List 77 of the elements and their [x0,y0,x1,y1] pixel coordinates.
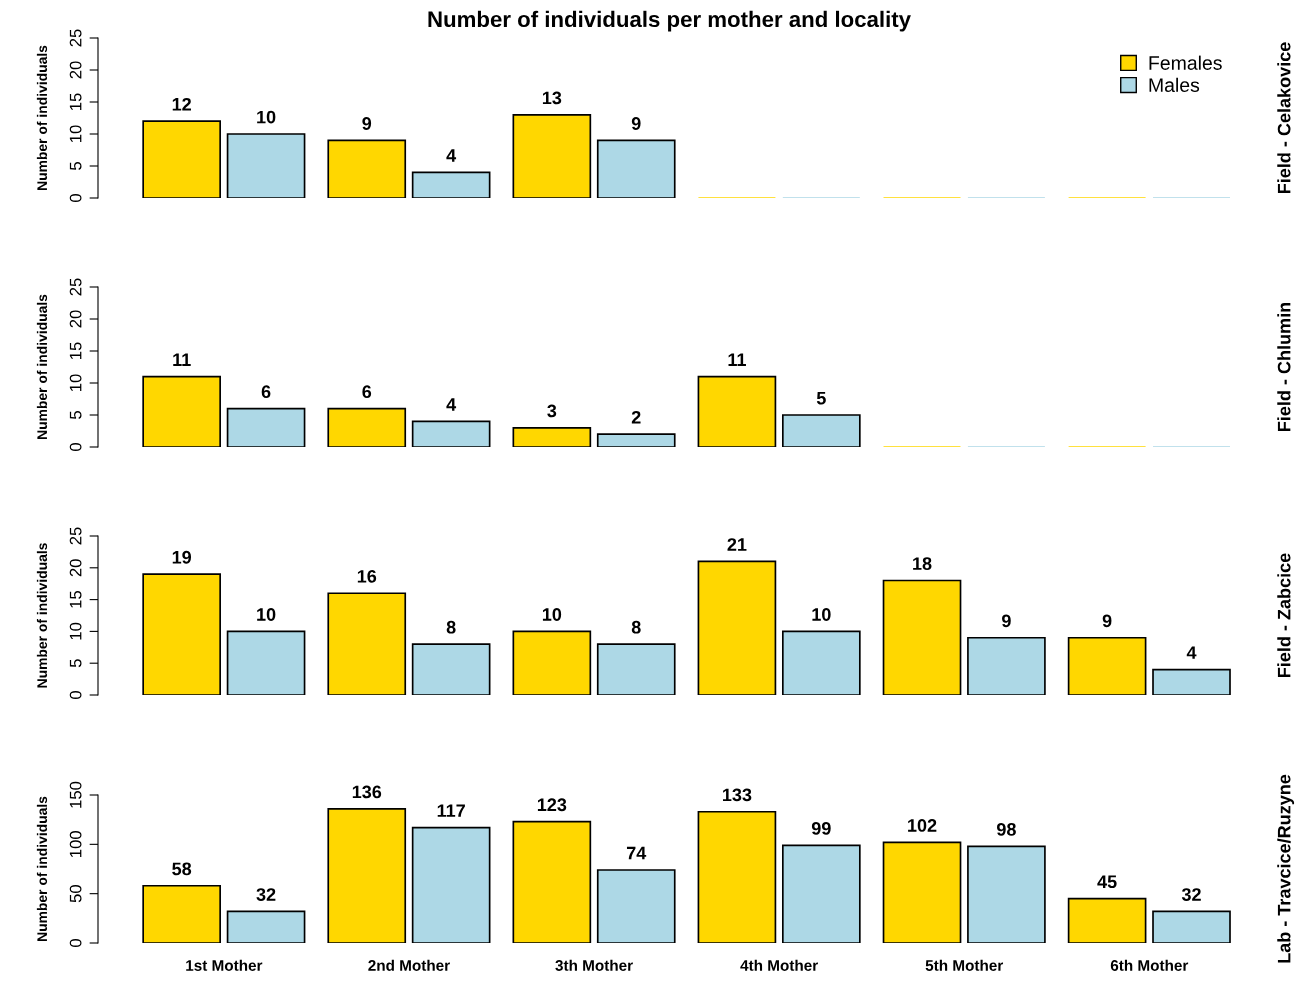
y-tick-label: 15 [69,591,82,608]
y-tick-label: 25 [69,29,82,47]
y-tick-label: 5 [69,659,82,668]
data-label: 74 [626,846,647,860]
y-tick-label: 100 [69,831,82,857]
data-label: 6 [261,385,271,399]
y2-axis-title: Field - Celakovice [1277,42,1291,194]
y-tick-label: 150 [69,781,82,808]
y-axis-title: Number of individuals [36,543,48,688]
data-label: 3 [547,404,557,418]
data-label: 4 [446,149,457,162]
legend-label: Males [1149,77,1200,92]
y2-axis-title: Field - Zabcice [1277,553,1291,677]
y-tick-label: 20 [69,61,82,79]
data-label: 11 [173,353,191,366]
data-label: 9 [362,117,372,130]
y-axis-title: Number of individuals [36,796,48,941]
data-label: 18 [913,557,932,571]
data-label: 9 [1102,614,1112,628]
y2-axis-title: Field - Chlumin [1277,302,1291,431]
data-label: 123 [537,798,567,812]
x-tick-label: 1st Mother [186,959,263,971]
legend-label: Females [1149,55,1222,70]
data-label: 32 [1181,888,1201,901]
y-tick-label: 50 [69,885,82,903]
y-tick-label: 10 [69,374,82,391]
y-tick-label: 0 [69,194,82,202]
data-label: 13 [542,91,562,105]
data-label: 10 [812,608,831,621]
data-label: 12 [172,97,191,111]
data-label: 133 [723,788,752,802]
y-tick-label: 25 [69,527,82,545]
data-label: 4 [446,398,457,411]
y-tick-label: 0 [69,939,82,947]
x-tick-label: 3th Mother [555,959,633,971]
data-label: 19 [172,550,192,564]
x-tick-label: 4th Mother [740,959,818,971]
chart-title: Number of individuals per mother and locality [428,10,911,32]
y-axis-title: Number of individuals [36,294,48,439]
data-label: 9 [631,117,641,130]
data-label: 4 [1186,646,1197,659]
data-label: 9 [1002,614,1011,628]
data-label: 136 [352,785,382,799]
data-label: 8 [446,620,456,634]
y-tick-label: 0 [69,443,82,451]
y-tick-label: 0 [69,691,82,699]
data-label: 98 [997,823,1016,836]
y-tick-label: 20 [69,310,82,328]
data-label: 117 [437,804,465,817]
data-label: 10 [257,608,276,621]
data-label: 102 [908,819,937,832]
data-label: 16 [357,569,377,583]
y-tick-label: 20 [69,559,82,577]
y-tick-label: 25 [69,278,82,296]
y-tick-label: 5 [69,411,82,419]
data-label: 5 [816,391,826,405]
data-label: 2 [631,410,641,424]
data-label: 99 [811,822,831,835]
y-tick-label: 15 [69,93,82,110]
data-label: 11 [728,353,746,366]
data-label: 58 [172,862,192,876]
x-tick-label: 6th Mother [1110,959,1189,971]
data-label: 6 [362,385,372,399]
data-label: 8 [631,620,641,634]
data-label: 10 [542,608,562,621]
y-tick-label: 5 [69,162,82,170]
y-tick-label: 10 [69,622,82,640]
y2-axis-title: Lab - Travcice/Ruzyne [1277,774,1295,963]
data-label: 10 [257,110,276,124]
y-axis-title: Number of individuals [36,45,48,190]
y-tick-label: 10 [69,125,82,142]
x-tick-label: 2nd Mother [368,959,450,971]
y-tick-label: 15 [69,342,82,359]
data-label: 21 [727,538,747,551]
x-tick-label: 5th Mother [925,959,1004,971]
data-label: 45 [1097,875,1117,889]
data-label: 32 [256,888,276,901]
